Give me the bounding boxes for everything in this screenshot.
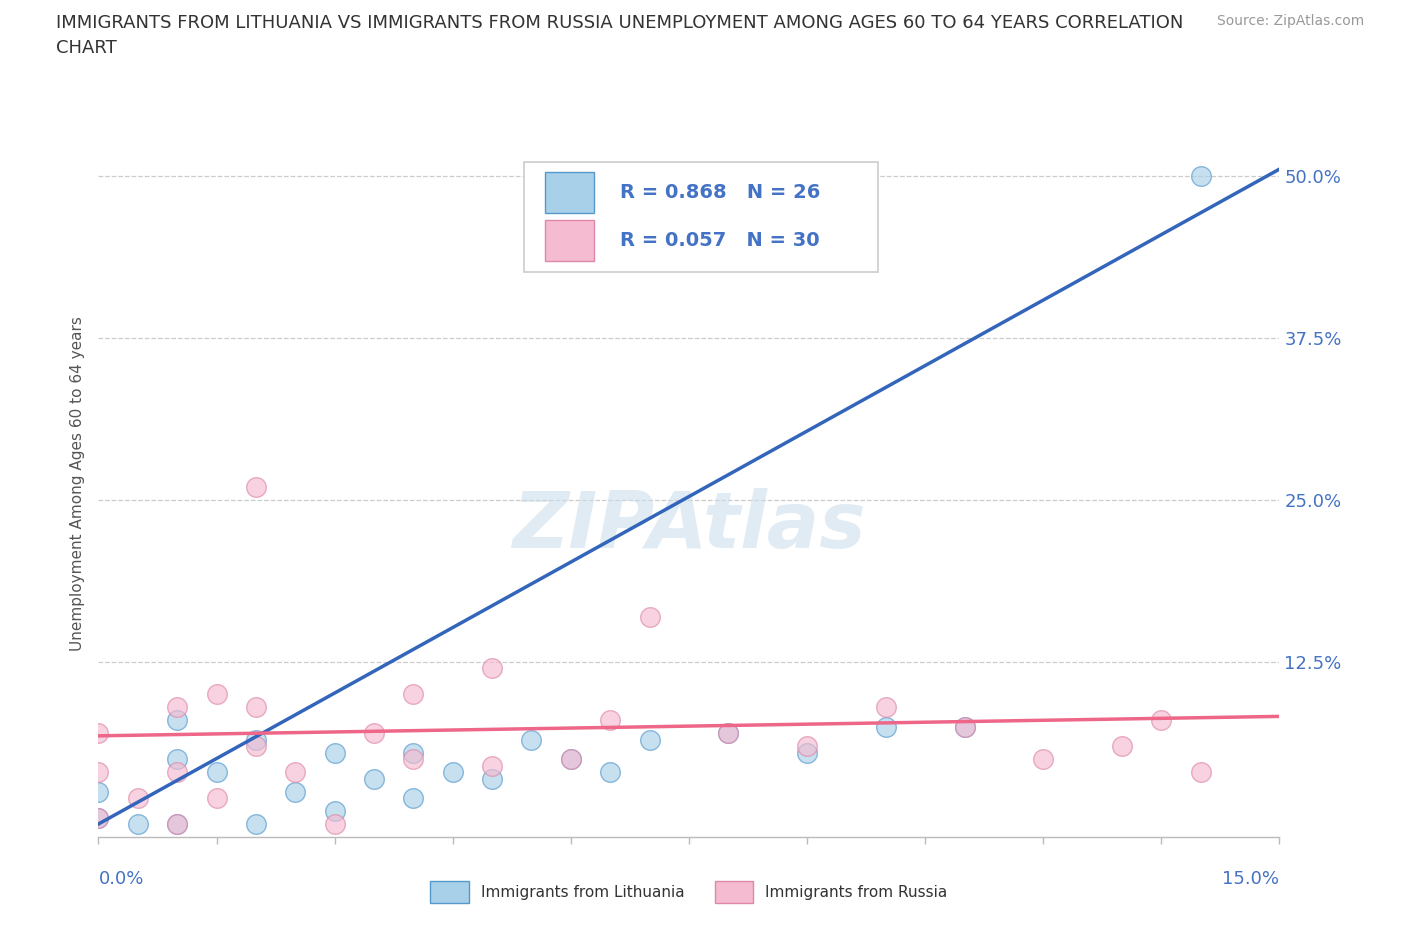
Point xyxy=(796,738,818,753)
Point xyxy=(205,764,228,779)
FancyBboxPatch shape xyxy=(546,220,595,261)
Point xyxy=(323,804,346,818)
Point xyxy=(402,745,425,760)
Point xyxy=(245,479,267,494)
Point xyxy=(953,719,976,734)
Point xyxy=(599,712,621,727)
Point xyxy=(599,764,621,779)
Legend: Immigrants from Lithuania, Immigrants from Russia: Immigrants from Lithuania, Immigrants fr… xyxy=(423,874,955,910)
Point xyxy=(520,732,543,747)
Point xyxy=(481,661,503,676)
Point xyxy=(166,712,188,727)
Point xyxy=(166,817,188,831)
Point xyxy=(953,719,976,734)
Point xyxy=(560,751,582,766)
Point xyxy=(166,817,188,831)
Point xyxy=(245,817,267,831)
Point xyxy=(1150,712,1173,727)
Point xyxy=(284,784,307,799)
Point xyxy=(481,758,503,773)
Point xyxy=(205,790,228,805)
Point xyxy=(1189,168,1212,183)
Point xyxy=(87,784,110,799)
Point xyxy=(87,764,110,779)
Text: IMMIGRANTS FROM LITHUANIA VS IMMIGRANTS FROM RUSSIA UNEMPLOYMENT AMONG AGES 60 T: IMMIGRANTS FROM LITHUANIA VS IMMIGRANTS … xyxy=(56,14,1184,32)
Point xyxy=(127,790,149,805)
Point xyxy=(166,751,188,766)
Point xyxy=(1111,738,1133,753)
Point xyxy=(166,764,188,779)
Point xyxy=(245,732,267,747)
Point xyxy=(717,725,740,740)
FancyBboxPatch shape xyxy=(546,172,595,213)
Text: R = 0.057   N = 30: R = 0.057 N = 30 xyxy=(620,232,820,250)
Point xyxy=(481,771,503,786)
Point xyxy=(441,764,464,779)
Point xyxy=(87,810,110,825)
Text: 0.0%: 0.0% xyxy=(98,870,143,887)
Point xyxy=(245,738,267,753)
Point xyxy=(323,745,346,760)
Point xyxy=(402,790,425,805)
Y-axis label: Unemployment Among Ages 60 to 64 years: Unemployment Among Ages 60 to 64 years xyxy=(69,316,84,651)
Point xyxy=(638,732,661,747)
Point xyxy=(363,771,385,786)
Point xyxy=(284,764,307,779)
Point xyxy=(638,609,661,624)
FancyBboxPatch shape xyxy=(523,162,877,272)
Text: Source: ZipAtlas.com: Source: ZipAtlas.com xyxy=(1216,14,1364,28)
Text: ZIPAtlas: ZIPAtlas xyxy=(512,488,866,564)
Point xyxy=(87,725,110,740)
Point xyxy=(402,751,425,766)
Point xyxy=(875,719,897,734)
Point xyxy=(1032,751,1054,766)
Point xyxy=(796,745,818,760)
Point xyxy=(245,700,267,715)
Point xyxy=(717,725,740,740)
Point xyxy=(363,725,385,740)
Point xyxy=(560,751,582,766)
Point xyxy=(875,700,897,715)
Text: 15.0%: 15.0% xyxy=(1222,870,1279,887)
Point xyxy=(1189,764,1212,779)
Text: R = 0.868   N = 26: R = 0.868 N = 26 xyxy=(620,183,821,202)
Point xyxy=(87,810,110,825)
Point xyxy=(127,817,149,831)
Point xyxy=(323,817,346,831)
Text: CHART: CHART xyxy=(56,39,117,57)
Point xyxy=(166,700,188,715)
Point xyxy=(402,687,425,702)
Point xyxy=(205,687,228,702)
